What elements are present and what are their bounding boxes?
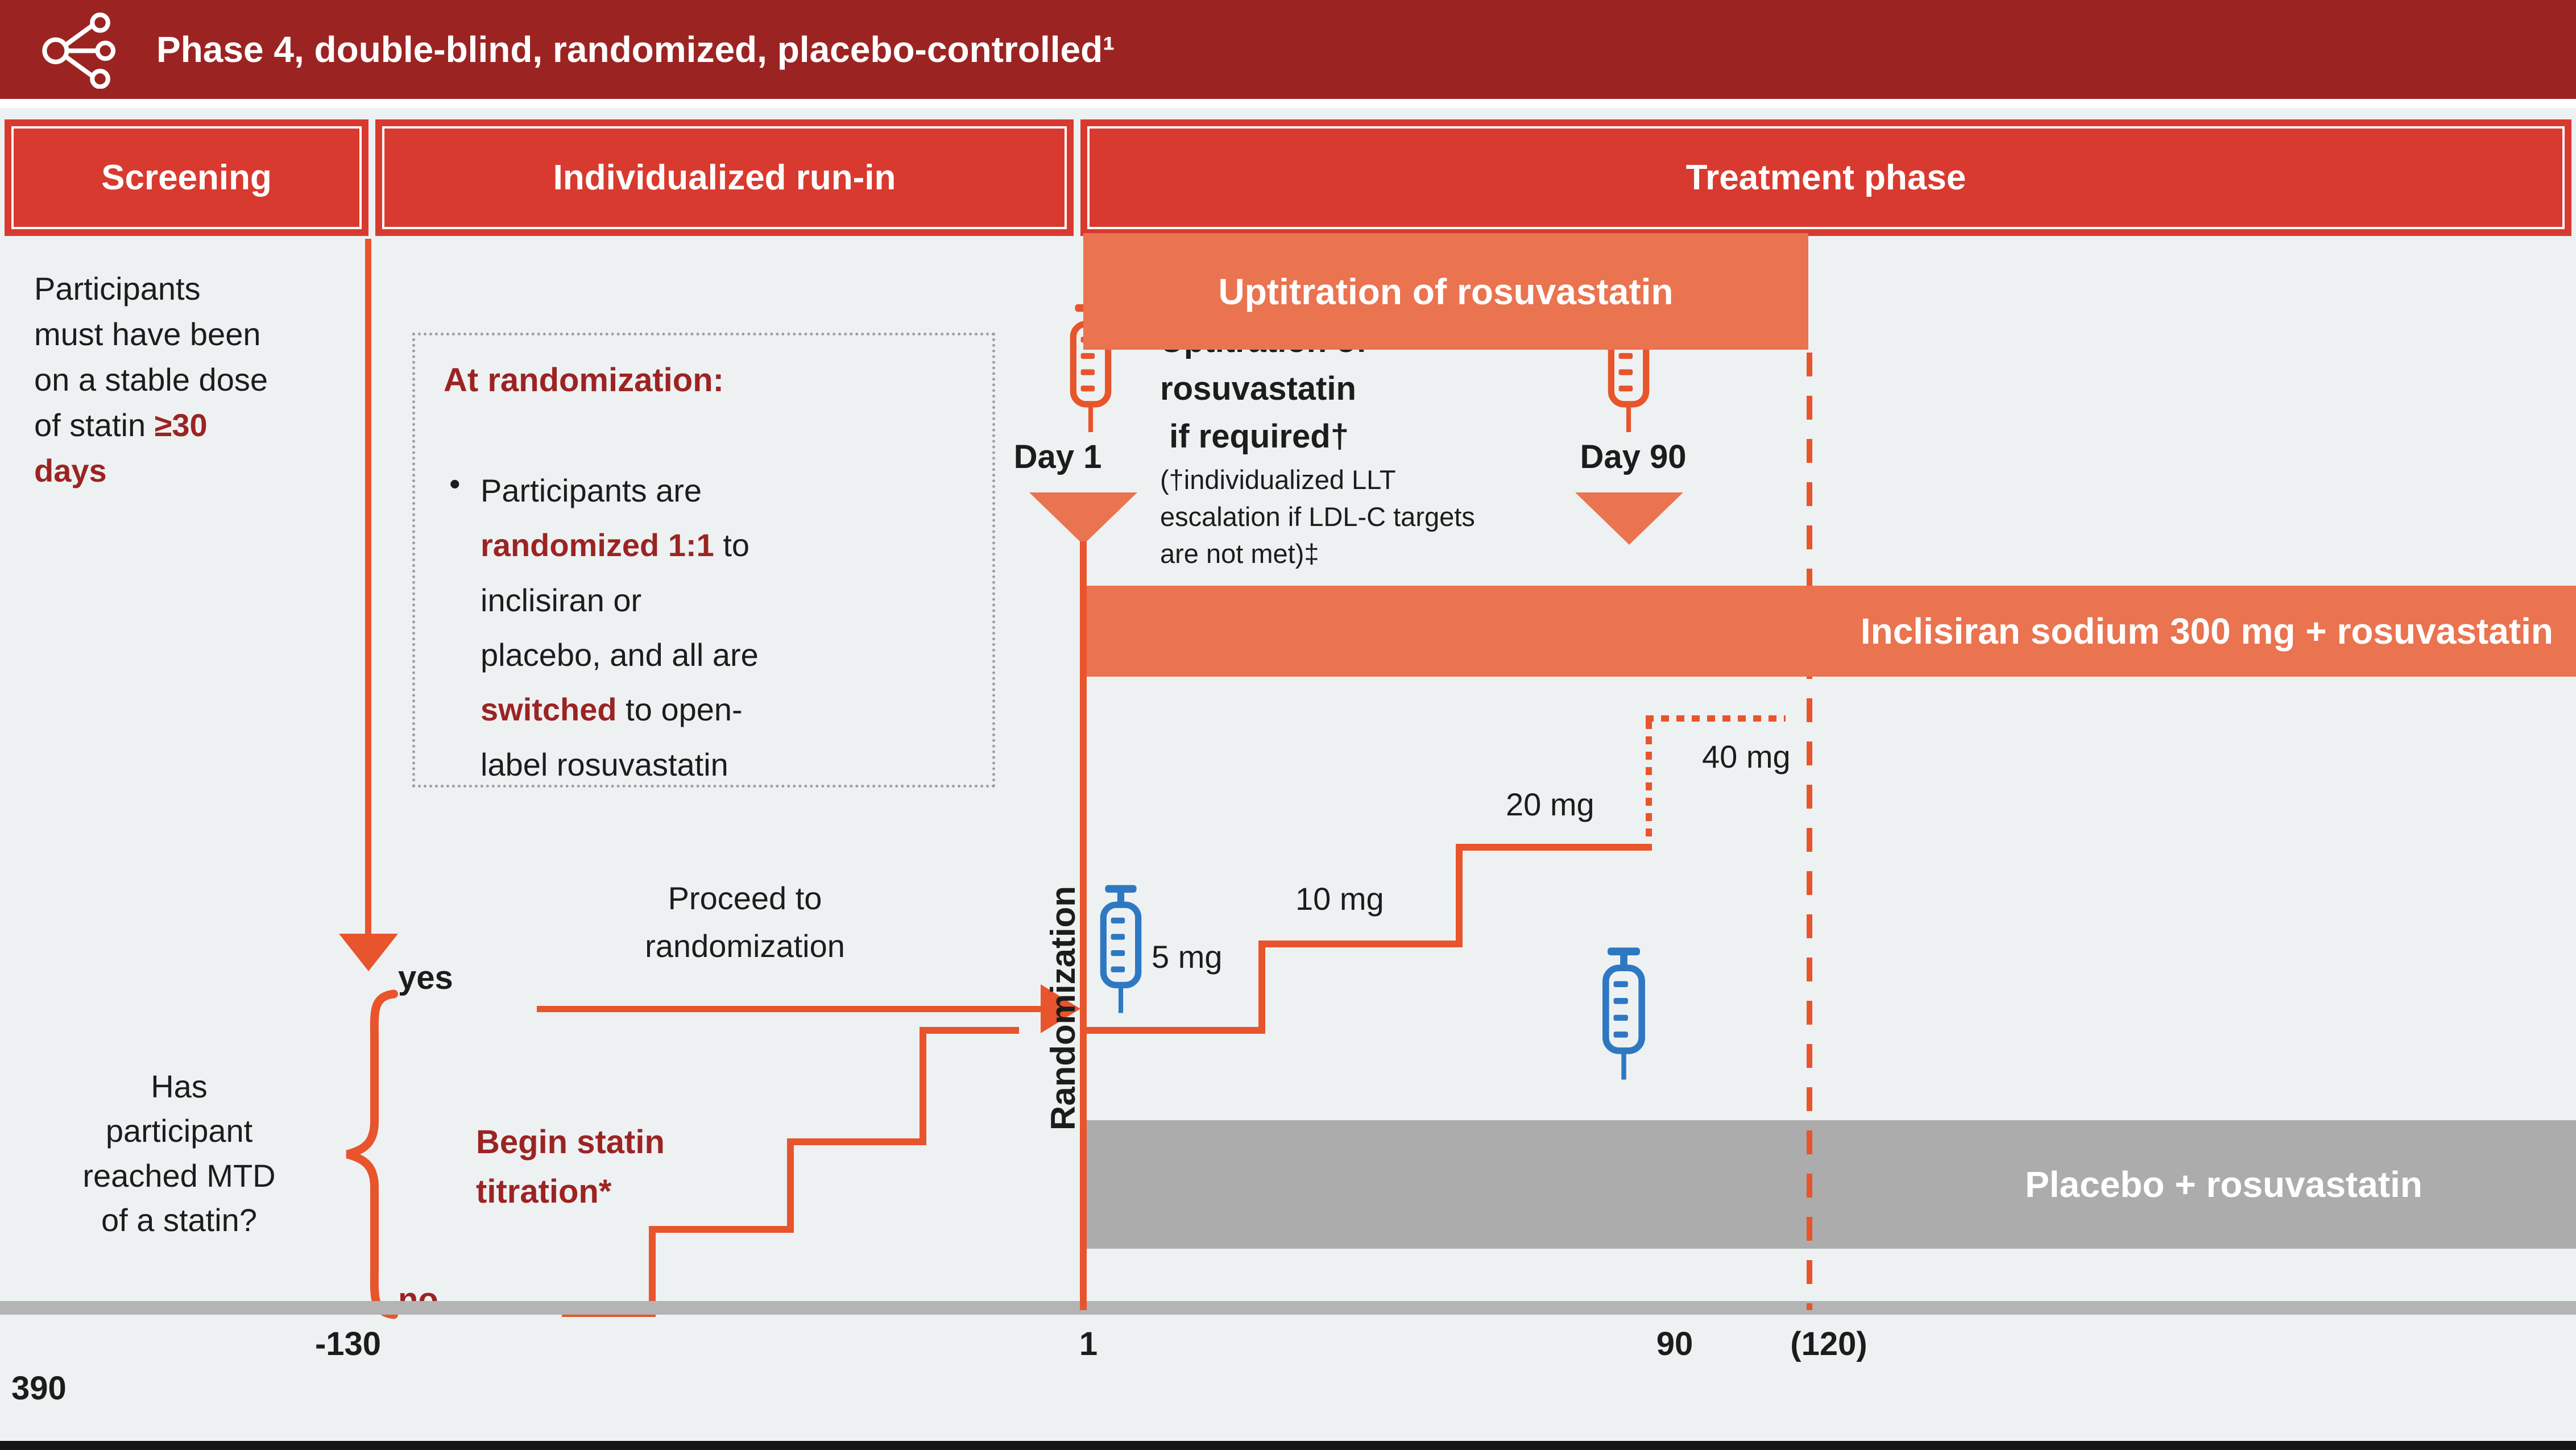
bullet-seg1: Participants are	[481, 473, 702, 508]
bullet-seg3: to inclisiran or placebo, and all are	[481, 527, 759, 673]
begin-statin-titration-label: Begin statin titration*	[476, 1124, 665, 1210]
axis-tick-1: 1	[1079, 1325, 1098, 1362]
dose-label-5mg: 5 mg	[1152, 939, 1223, 975]
uptitration-banner: Uptitration of rosuvastatin	[1083, 233, 1808, 350]
proceed-arrow-head-icon	[1041, 984, 1080, 1033]
bullet-icon: •	[449, 466, 461, 502]
bullet-seg2: randomized 1:1	[481, 527, 714, 564]
day1-marker-icon	[1029, 492, 1137, 545]
screening-note-highlight: ≥30 days	[34, 407, 208, 489]
phase-header-treatment-label: Treatment phase	[1087, 126, 2565, 229]
axis-tick-minus130: -130	[314, 1325, 382, 1362]
day90-marker-icon	[1575, 492, 1683, 545]
phase-header-run-in: Individualized run-in	[375, 119, 1074, 236]
titration-step	[920, 1030, 926, 1145]
randomization-line	[1080, 541, 1087, 1310]
day1-label: Day 1	[1013, 438, 1102, 475]
dose-label-40mg: 40 mg	[1702, 739, 1791, 774]
proceed-arrow-line	[537, 1006, 1041, 1012]
axis-tick-90: 90	[1656, 1325, 1693, 1362]
dose-step-40mg-dotted-line	[1646, 715, 1786, 722]
titration-step	[649, 1226, 656, 1317]
bullet-seg4: switched	[481, 691, 617, 728]
dose-label-10mg: 10 mg	[1295, 881, 1384, 917]
dose-step-40mg-dotted-riser	[1646, 721, 1652, 847]
phase-header-treatment: Treatment phase	[1080, 119, 2571, 236]
placebo-arm-banner: Placebo + rosuvastatin	[1083, 1120, 2576, 1249]
randomization-info-heading: At randomization:	[444, 362, 724, 399]
randomization-info-box	[412, 333, 995, 788]
randomization-info-bullet: Participants are randomized 1:1 to incli…	[481, 463, 981, 792]
randomization-axis-label: Randomization	[1044, 886, 1082, 1130]
dose-step-5mg-line	[1083, 1027, 1265, 1034]
page-title: Phase 4, double-blind, randomized, place…	[156, 29, 1115, 70]
screening-arrow-head-icon	[339, 934, 398, 971]
yes-label: yes	[398, 959, 453, 996]
screening-note: Participants must have been on a stable …	[34, 266, 387, 494]
phase-header-run-in-label: Individualized run-in	[382, 126, 1067, 229]
dose-step-20mg-line	[1456, 844, 1652, 851]
screening-arrow-line	[365, 239, 371, 934]
footer-bar	[0, 1441, 2576, 1450]
inclisiran-arm-banner: Inclisiran sodium 300 mg + rosuvastatin	[1083, 586, 2576, 677]
timeline-axis	[0, 1301, 2576, 1315]
uptitration-detail-note: (†individualized LLT escalation if LDL-C…	[1160, 465, 1475, 569]
titration-step	[787, 1138, 794, 1233]
phase-header-screening: Screening	[5, 119, 368, 236]
dose-step-riser	[1456, 844, 1463, 947]
sample-size-label: 390	[11, 1370, 67, 1407]
header-divider	[0, 99, 2576, 108]
header-bar: Phase 4, double-blind, randomized, place…	[0, 0, 2576, 99]
share-network-icon	[42, 13, 116, 89]
inclisiran-injection-syringe-icon	[1597, 945, 1651, 1083]
bullet-seg5: to open- label rosuvastatin	[481, 691, 743, 782]
phase-header-screening-label: Screening	[11, 126, 362, 229]
day120-dashed-line	[1807, 353, 1812, 1310]
screening-note-text: Participants must have been on a stable …	[34, 271, 268, 444]
axis-tick-120: (120)	[1790, 1325, 1867, 1362]
dose-step-10mg-line	[1258, 941, 1463, 947]
titration-step	[649, 1226, 794, 1233]
day90-label: Day 90	[1580, 438, 1687, 475]
dose-step-riser	[1258, 941, 1265, 1034]
dose-label-20mg: 20 mg	[1506, 786, 1595, 822]
titration-step	[787, 1138, 926, 1145]
proceed-label: Proceed to randomization	[645, 880, 845, 964]
mtd-question: Has participant reached MTD of a statin?	[82, 1068, 276, 1238]
inclisiran-injection-syringe-icon	[1095, 883, 1147, 1016]
brace-icon	[346, 989, 398, 1319]
titration-step	[920, 1027, 1019, 1034]
